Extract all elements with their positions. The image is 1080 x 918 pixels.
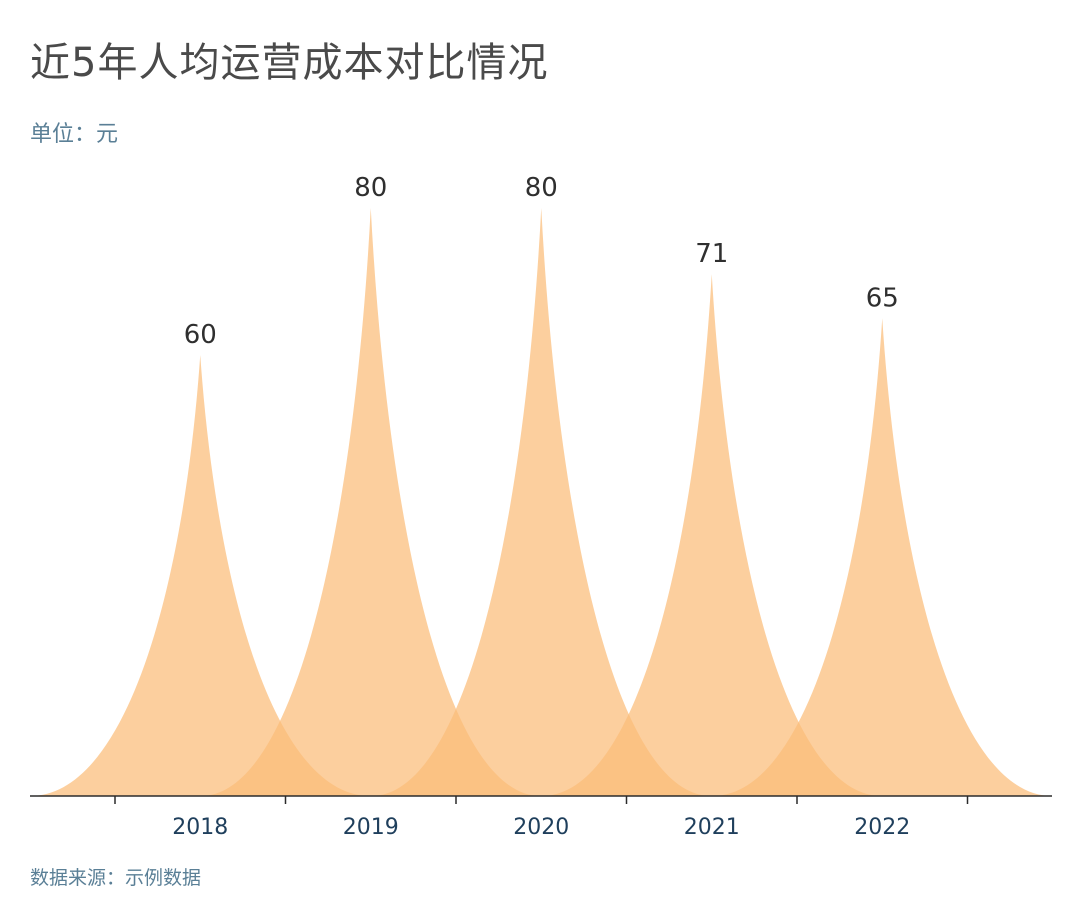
peaks-group [30, 208, 1053, 796]
x-tick-label-2019: 2019 [343, 815, 399, 840]
x-tick-label-2021: 2021 [684, 815, 740, 840]
value-label-2020: 80 [525, 173, 558, 203]
unit-label: 单位：元 [30, 122, 119, 147]
value-label-2019: 80 [354, 173, 387, 203]
peak-2022 [712, 318, 1053, 796]
x-tick-label-2020: 2020 [513, 815, 569, 840]
value-label-2021: 71 [695, 239, 728, 269]
peak-2021 [541, 274, 882, 796]
value-label-2018: 60 [184, 320, 217, 350]
x-tick-label-2022: 2022 [854, 815, 910, 840]
value-labels: 60 80 80 71 65 [184, 173, 899, 350]
peak-2018 [30, 355, 371, 796]
value-label-2022: 65 [866, 283, 899, 313]
x-tick-label-2018: 2018 [172, 815, 228, 840]
peak-2020 [371, 208, 712, 796]
peak-2019 [200, 208, 541, 796]
chart-title: 近5年人均运营成本对比情况 [30, 40, 549, 86]
data-source-label: 数据来源：示例数据 [30, 867, 202, 889]
x-tick-labels: 2018 2019 2020 2021 2022 [172, 815, 910, 840]
x-axis-ticks [114, 796, 969, 804]
